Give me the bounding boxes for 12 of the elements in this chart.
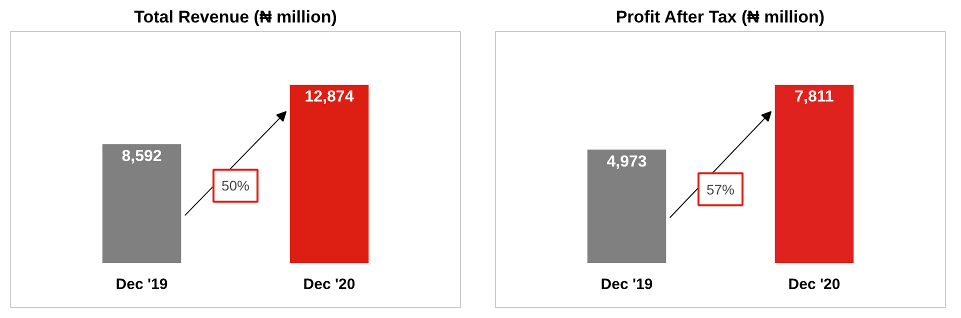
chart-title: Profit After Tax (₦ million) bbox=[616, 8, 825, 26]
chart-title: Total Revenue (₦ million) bbox=[134, 8, 337, 26]
x-tick-label: Dec '20 bbox=[788, 276, 840, 293]
annotation: 57% bbox=[706, 181, 735, 198]
annotation: 50% bbox=[221, 178, 250, 194]
data-label: 7,811 bbox=[794, 88, 834, 106]
data-label: 4,973 bbox=[606, 153, 647, 170]
x-tick-label: Dec '20 bbox=[303, 276, 356, 293]
x-tick-label: Dec '19 bbox=[600, 276, 653, 293]
data-label: 8,592 bbox=[122, 148, 162, 165]
data-label: 12,874 bbox=[304, 88, 354, 106]
x-tick-label: Dec '19 bbox=[116, 276, 168, 293]
